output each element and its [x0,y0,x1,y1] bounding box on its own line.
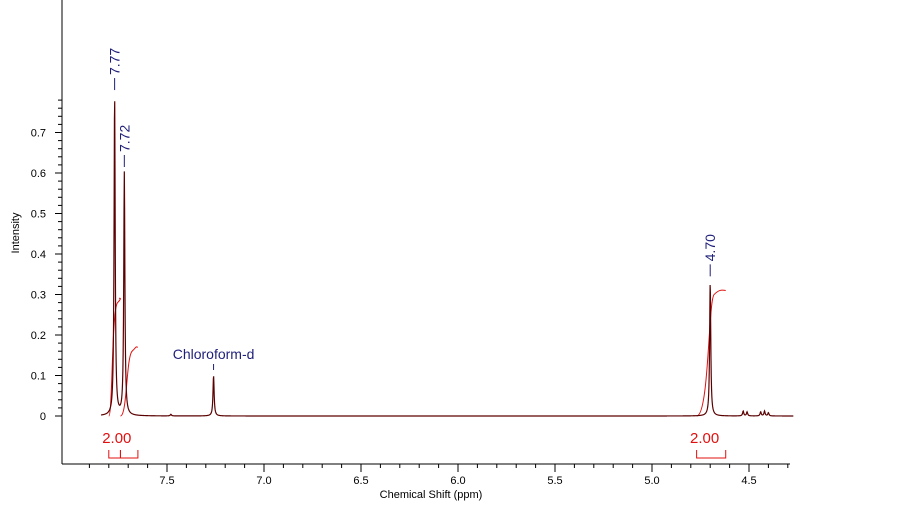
x-tick-label: 5.0 [644,475,659,487]
integral-bracket [108,450,121,459]
integral-value-label: 2.00 [102,430,131,447]
integral-curve [108,297,121,417]
integral-bracket [696,450,727,459]
integral-value-label: 2.00 [690,430,719,447]
x-axis-title: Chemical Shift (ppm) [380,489,483,501]
integral-layer [108,289,727,459]
labels-layer: 7.5 7.0 6.5 6.0 5.5 5.0 4.5 0 0.1 0.2 0.3 0.4 0.5 0.6… [31,48,757,487]
y-tick-label: 0.5 [31,209,46,221]
y-tick-label: 0 [40,411,46,423]
y-tick-label: 0.6 [31,168,46,180]
peak-shift-label: 4.70 [702,234,718,261]
y-tick-label: 0.2 [31,330,46,342]
y-tick-label: 0.1 [31,371,46,383]
ticks-layer [55,99,789,472]
integral-bracket [119,450,139,459]
y-tick-label: 0.4 [31,249,46,261]
solvent-label: Chloroform-d [173,346,255,362]
spectrum-line [100,101,794,417]
x-tick-label: 6.0 [450,475,465,487]
spectrum-layer [100,101,794,417]
axes-layer [61,0,790,465]
integral-curve [119,346,138,417]
y-tick-label: 0.3 [31,290,46,302]
x-tick-label: 5.5 [547,475,562,487]
peak-shift-label: 7.72 [116,125,132,152]
x-tick-label: 7.5 [159,475,174,487]
x-tick-label: 4.5 [741,475,756,487]
peak-shift-label: 7.77 [107,48,123,75]
x-tick-label: 6.5 [353,475,368,487]
x-tick-label: 7.0 [256,475,271,487]
integral-curve [696,289,726,417]
y-tick-label: 0.7 [31,128,46,140]
y-axis-title: Intensity [10,212,22,253]
